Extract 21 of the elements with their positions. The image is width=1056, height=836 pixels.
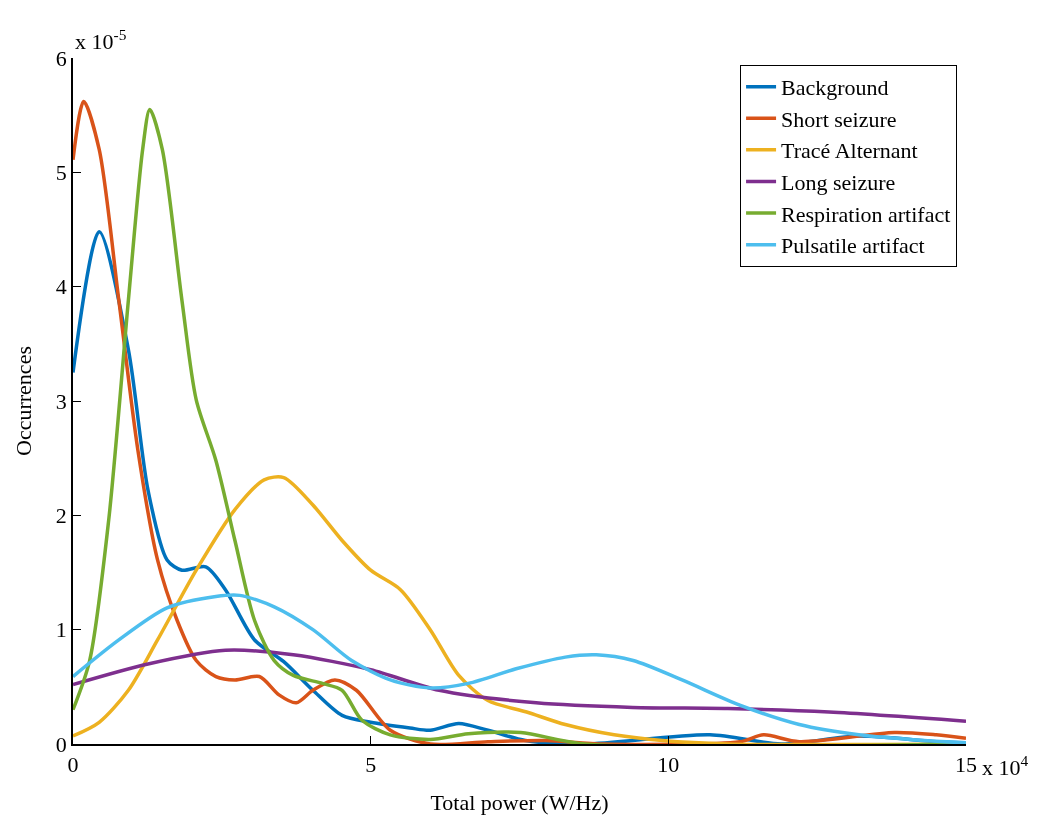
y-tick-label: 5: [55, 160, 67, 186]
legend-label: Tracé Alternant: [781, 138, 918, 164]
legend-label: Long seizure: [781, 170, 896, 196]
y-tick-label: 2: [55, 503, 67, 529]
legend-label: Background: [781, 75, 889, 101]
x-tick-label: 10: [657, 752, 680, 778]
legend-label: Short seizure: [781, 106, 897, 132]
legend-label: Pulsatile artifact: [781, 233, 925, 259]
x-tick-label: 5: [365, 752, 377, 778]
y-axis-title: Occurrences: [11, 346, 37, 456]
y-tick-label: 0: [55, 731, 67, 757]
x-axis-title: Total power (W/Hz): [430, 789, 609, 815]
y-tick-label: 4: [55, 274, 67, 300]
x-tick-label: 15: [955, 752, 977, 778]
y-tick-label: 1: [55, 617, 67, 643]
line-series: [73, 648, 966, 723]
y-tick-label: 3: [55, 388, 67, 414]
legend-label: Respiration artifact: [781, 201, 951, 227]
y-tick-label: 6: [55, 45, 67, 71]
text: x 10$^{-5}$: [75, 26, 127, 55]
text: x 10$^{4}$: [982, 752, 1029, 781]
